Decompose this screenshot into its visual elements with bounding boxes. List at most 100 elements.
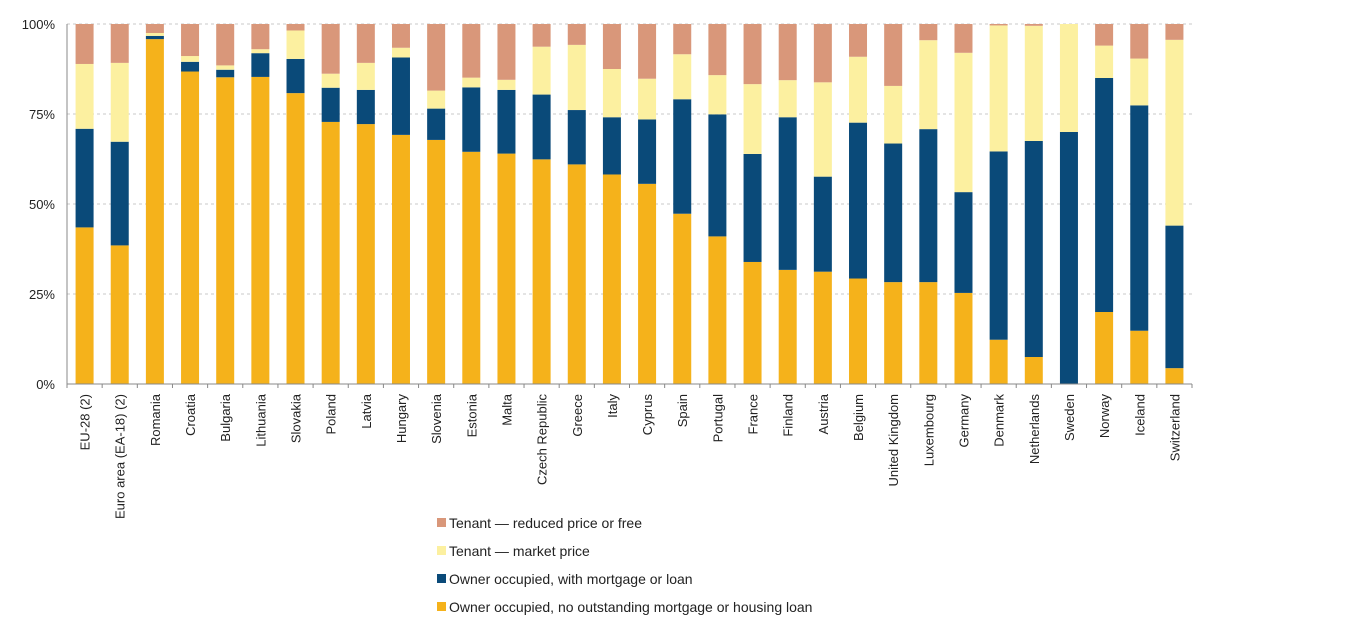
bar-segment: [76, 227, 94, 384]
bar-segment: [990, 24, 1008, 25]
bar-segment: [990, 25, 1008, 151]
y-tick-label: 100%: [22, 17, 56, 32]
bar-segment: [146, 36, 164, 39]
bar-segment: [1165, 40, 1183, 226]
bar-segment: [673, 99, 691, 213]
bar-segment: [287, 30, 305, 58]
bar-segment: [181, 56, 199, 62]
bar-segment: [708, 114, 726, 236]
bar-segment: [251, 77, 269, 384]
x-category-label: Slovenia: [429, 393, 444, 444]
bar-segment: [884, 144, 902, 283]
y-axis-ticks: 0% 25% 50% 75% 100%: [22, 17, 56, 392]
bar-segment: [1025, 24, 1043, 26]
legend-label: Tenant — market price: [449, 543, 590, 559]
bar-stack: [322, 24, 340, 384]
x-category-label: Malta: [499, 393, 514, 426]
bar-segment: [1025, 141, 1043, 357]
bar-segment: [779, 270, 797, 384]
bar-segment: [568, 24, 586, 45]
bar-stack: [216, 24, 234, 384]
legend-swatch: [437, 546, 446, 555]
bar-stack: [849, 24, 867, 384]
bar-stack: [744, 24, 762, 384]
bar-stack: [673, 24, 691, 384]
legend-label: Owner occupied, with mortgage or loan: [449, 571, 693, 587]
x-category-label: Greece: [570, 394, 585, 437]
bar-segment: [954, 24, 972, 53]
bar-segment: [1165, 368, 1183, 384]
bar-segment: [884, 24, 902, 86]
bar-stack: [1025, 24, 1043, 384]
bar-segment: [603, 24, 621, 69]
bar-segment: [779, 80, 797, 117]
bar-segment: [392, 48, 410, 58]
bar-segment: [357, 24, 375, 63]
bar-segment: [919, 40, 937, 129]
bar-segment: [1130, 59, 1148, 106]
bar-segment: [884, 282, 902, 384]
bar-stack: [919, 24, 937, 384]
x-category-label: Czech Republic: [535, 394, 550, 486]
bar-segment: [111, 142, 129, 246]
bar-segment: [1095, 78, 1113, 312]
bar-stack: [146, 24, 164, 384]
bar-stack: [392, 24, 410, 384]
x-category-label: Luxembourg: [921, 394, 936, 466]
bar-segment: [357, 124, 375, 384]
y-tick-label: 25%: [29, 287, 55, 302]
bar-segment: [216, 77, 234, 384]
bar-segment: [708, 236, 726, 384]
bar-segment: [462, 24, 480, 78]
bar-segment: [1130, 105, 1148, 330]
bar-stack: [990, 24, 1008, 384]
bar-segment: [568, 110, 586, 164]
bar-segment: [322, 88, 340, 122]
x-category-label: Norway: [1097, 394, 1112, 439]
bar-segment: [638, 24, 656, 79]
bar-segment: [849, 57, 867, 123]
legend-label: Tenant — reduced price or free: [449, 515, 642, 531]
x-category-label: United Kingdom: [886, 394, 901, 487]
bar-stack: [497, 24, 515, 384]
bar-stack: [287, 24, 305, 384]
legend-label: Owner occupied, no outstanding mortgage …: [449, 599, 812, 615]
bar-segment: [357, 90, 375, 124]
bar-stack: [568, 24, 586, 384]
bar-segment: [181, 62, 199, 72]
x-category-label: Sweden: [1062, 394, 1077, 441]
x-category-label: Lithuania: [253, 393, 268, 447]
bar-segment: [603, 174, 621, 384]
bar-stack: [76, 24, 94, 384]
bar-segment: [814, 177, 832, 272]
axes: [67, 24, 1192, 388]
x-category-label: Hungary: [394, 394, 409, 444]
x-category-label: Cyprus: [640, 394, 655, 436]
bar-segment: [708, 75, 726, 114]
bar-segment: [1165, 226, 1183, 369]
bar-segment: [76, 64, 94, 129]
bar-segment: [779, 117, 797, 270]
bar-stack: [1095, 24, 1113, 384]
x-category-label: Germany: [956, 394, 971, 448]
x-category-label: Croatia: [183, 393, 198, 436]
x-category-label: Latvia: [359, 393, 374, 428]
bar-segment: [462, 87, 480, 151]
bar-segment: [638, 184, 656, 384]
bar-segment: [497, 24, 515, 80]
bar-segment: [744, 84, 762, 154]
bar-segment: [814, 82, 832, 176]
bar-segment: [533, 47, 551, 95]
bar-segment: [216, 24, 234, 65]
x-category-label: Switzerland: [1167, 394, 1182, 461]
bar-stack: [357, 24, 375, 384]
bar-stack: [251, 24, 269, 384]
bar-stack: [708, 24, 726, 384]
bar-segment: [497, 90, 515, 154]
x-category-label: Spain: [675, 394, 690, 427]
y-tick-label: 0%: [36, 377, 55, 392]
bar-stack: [779, 24, 797, 384]
bar-segment: [708, 24, 726, 75]
bar-segment: [919, 282, 937, 384]
bar-segment: [568, 45, 586, 110]
